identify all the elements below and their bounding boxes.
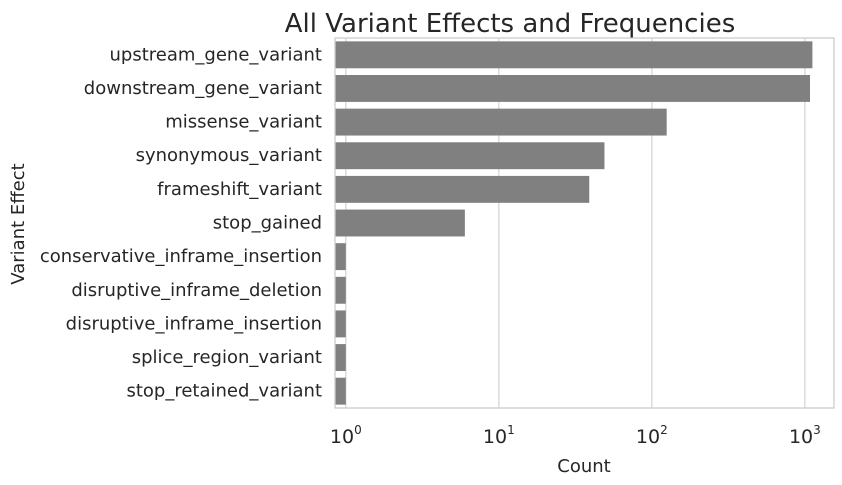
y-tick-label: downstream_gene_variant	[84, 78, 322, 99]
bar-upstream-gene-variant	[335, 41, 813, 69]
y-axis-label: Variant Effect	[8, 163, 29, 284]
bar-disruptive-inframe-deletion	[335, 276, 346, 304]
plot-area-frame	[334, 37, 835, 409]
y-tick-label: stop_gained	[213, 213, 322, 234]
bar-missense-variant	[335, 108, 667, 136]
bar-stop-gained	[335, 209, 465, 237]
y-tick-label: synonymous_variant	[136, 145, 322, 166]
chart-title: All Variant Effects and Frequencies	[285, 9, 736, 39]
bar-stop-retained-variant	[335, 377, 346, 405]
bars	[335, 41, 813, 405]
bar-conservative-inframe-insertion	[335, 243, 346, 271]
bar-synonymous-variant	[335, 142, 605, 170]
y-tick-label: frameshift_variant	[157, 179, 322, 200]
bar-frameshift-variant	[335, 175, 590, 203]
x-tick-label: 102	[636, 423, 668, 448]
x-tick-label: 100	[330, 423, 362, 448]
bar-splice-region-variant	[335, 344, 346, 371]
y-tick-label: disruptive_inframe_deletion	[71, 280, 322, 301]
y-tick-label: stop_retained_variant	[126, 381, 322, 402]
x-tick-labels: 100 101 102 103	[330, 423, 821, 448]
bar-disruptive-inframe-insertion	[335, 310, 346, 338]
x-tick-label: 101	[483, 423, 515, 448]
x-tick-label: 103	[789, 423, 821, 448]
y-tick-label: conservative_inframe_insertion	[40, 246, 322, 267]
x-axis-label: Count	[557, 456, 610, 477]
y-tick-label: disruptive_inframe_insertion	[66, 313, 322, 334]
y-tick-label: missense_variant	[165, 112, 322, 133]
y-tick-labels: upstream_gene_variant downstream_gene_var…	[40, 44, 322, 401]
bar-downstream-gene-variant	[335, 75, 810, 102]
y-tick-label: upstream_gene_variant	[110, 44, 322, 65]
y-tick-label: splice_region_variant	[132, 347, 322, 368]
